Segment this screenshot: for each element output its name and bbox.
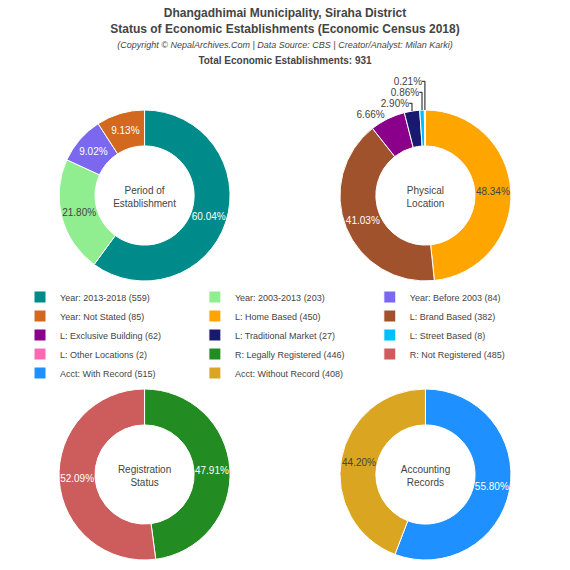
svg-text:48.34%: 48.34% xyxy=(476,186,510,197)
svg-text:Acct: With Record (515): Acct: With Record (515) xyxy=(60,369,156,379)
svg-text:Year: Before 2003 (84): Year: Before 2003 (84) xyxy=(410,293,501,303)
svg-text:21.80%: 21.80% xyxy=(62,207,96,218)
svg-text:Year: 2013-2018 (559): Year: 2013-2018 (559) xyxy=(60,293,150,303)
svg-text:L: Brand Based (382): L: Brand Based (382) xyxy=(410,312,496,322)
svg-text:60.04%: 60.04% xyxy=(192,211,226,222)
svg-text:Year: Not Stated (85): Year: Not Stated (85) xyxy=(60,312,144,322)
svg-text:47.91%: 47.91% xyxy=(195,465,229,476)
svg-text:0.86%: 0.86% xyxy=(391,87,419,98)
svg-text:L: Exclusive Building (62): L: Exclusive Building (62) xyxy=(60,331,161,341)
svg-text:6.66%: 6.66% xyxy=(356,109,384,120)
svg-text:0.21%: 0.21% xyxy=(394,76,422,87)
svg-text:AccountingRecords: AccountingRecords xyxy=(401,464,450,488)
svg-text:RegistrationStatus: RegistrationStatus xyxy=(118,464,171,488)
svg-text:Period ofEstablishment: Period ofEstablishment xyxy=(113,185,176,209)
svg-text:52.09%: 52.09% xyxy=(60,473,94,484)
svg-text:R: Legally Registered (446): R: Legally Registered (446) xyxy=(235,350,345,360)
svg-text:Year: 2003-2013 (203): Year: 2003-2013 (203) xyxy=(235,293,325,303)
svg-text:41.03%: 41.03% xyxy=(346,215,380,226)
svg-text:9.13%: 9.13% xyxy=(111,125,139,136)
svg-text:Acct: Without Record (408): Acct: Without Record (408) xyxy=(235,369,343,379)
svg-text:L: Street Based (8): L: Street Based (8) xyxy=(410,331,486,341)
svg-text:L: Other Locations (2): L: Other Locations (2) xyxy=(60,350,147,360)
svg-text:L: Home Based (450): L: Home Based (450) xyxy=(235,312,321,322)
svg-text:44.20%: 44.20% xyxy=(342,457,376,468)
svg-text:R: Not Registered (485): R: Not Registered (485) xyxy=(410,350,505,360)
svg-text:55.80%: 55.80% xyxy=(475,481,509,492)
svg-text:Dhangadhimai Municipality, Sir: Dhangadhimai Municipality, Siraha Distri… xyxy=(110,6,459,66)
svg-text:9.02%: 9.02% xyxy=(79,146,107,157)
svg-text:L: Traditional Market (27): L: Traditional Market (27) xyxy=(235,331,335,341)
svg-text:PhysicalLocation: PhysicalLocation xyxy=(407,185,445,209)
svg-text:2.90%: 2.90% xyxy=(381,98,409,109)
